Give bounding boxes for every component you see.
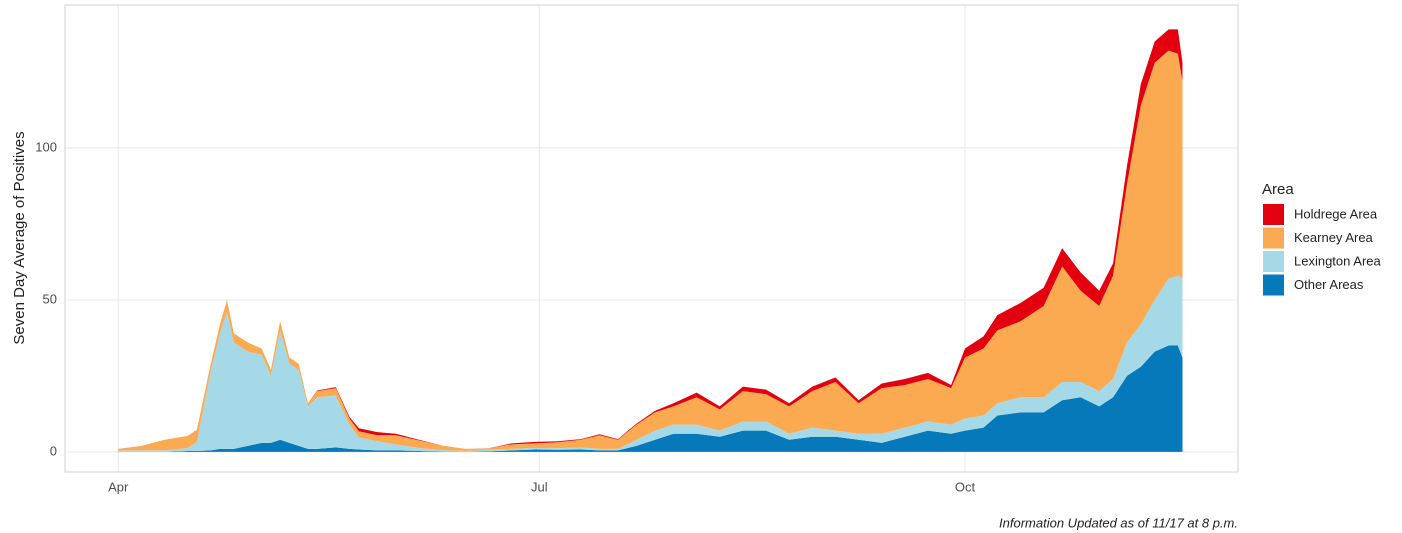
legend-label: Holdrege Area	[1294, 206, 1378, 221]
legend-title: Area	[1262, 181, 1294, 198]
legend-swatch	[1263, 227, 1284, 249]
legend-label: Other Areas	[1294, 277, 1364, 292]
area	[118, 345, 1183, 452]
y-tick-label: 0	[50, 443, 57, 458]
x-tick-label: Apr	[108, 479, 129, 494]
y-tick-label: 50	[43, 291, 57, 306]
legend-swatch	[1263, 251, 1284, 272]
y-tick-label: 100	[35, 139, 57, 154]
y-axis-label: Seven Day Average of Positives	[11, 131, 28, 344]
plot-border	[64, 4, 1239, 473]
x-tick-label: Jul	[531, 479, 548, 494]
area	[118, 275, 1183, 452]
legend-swatch	[1263, 204, 1284, 225]
legend-label: Lexington Area	[1294, 253, 1382, 268]
legend-label: Kearney Area	[1294, 230, 1374, 245]
legend-swatch	[1263, 274, 1284, 296]
caption: Information Updated as of 11/17 at 8 p.m…	[999, 515, 1238, 530]
x-tick-label: Oct	[955, 479, 976, 494]
